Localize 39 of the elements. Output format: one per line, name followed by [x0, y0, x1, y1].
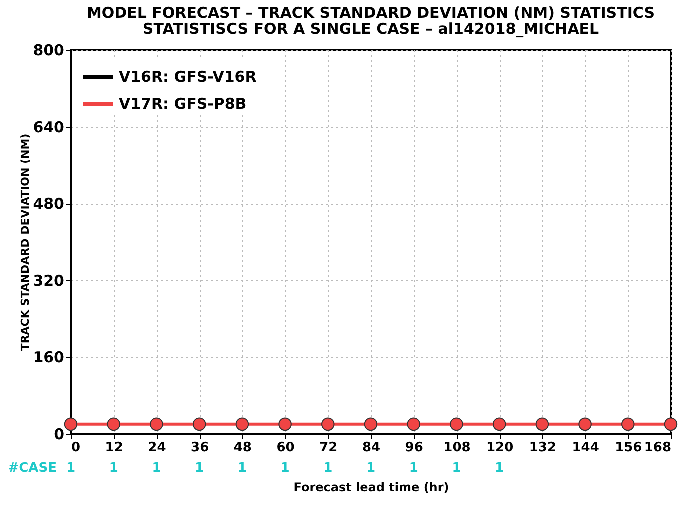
text: 1 — [495, 461, 504, 476]
legend-label: V17R: GFS-P8B — [119, 95, 247, 113]
text: 1 — [409, 461, 418, 476]
x-tick-label: 48 — [234, 440, 252, 456]
text: 1 — [280, 461, 290, 476]
x-tick-label: 132 — [529, 440, 556, 456]
x-tick-label: 168 — [644, 440, 672, 456]
y-tick-label: 320 — [33, 272, 64, 290]
y-tick-label: 0 — [54, 426, 64, 444]
text: 1 — [324, 461, 333, 476]
text: 1 — [109, 461, 118, 476]
y-axis-title: TRACK STANDARD DEVIATION (NM) — [19, 134, 32, 352]
y-tick-label: 800 — [33, 42, 64, 60]
y-tick-label: 480 — [33, 195, 64, 214]
x-tick-label: 144 — [572, 440, 600, 456]
x-axis-title: Forecast lead time (hr) — [294, 480, 450, 494]
text: 1 — [238, 461, 247, 476]
legend-label: V16R: GFS-V16R — [119, 68, 258, 86]
text: 1 — [66, 461, 76, 476]
x-tick-label: 12 — [105, 440, 124, 456]
x-tick-label: 72 — [320, 440, 338, 456]
text: 1 — [195, 461, 204, 476]
x-tick-label: 96 — [405, 440, 424, 456]
text: 1 — [452, 461, 462, 476]
x-tick-label: 0 — [72, 440, 81, 456]
x-tick-label: 60 — [276, 440, 295, 456]
x-tick-label: 36 — [191, 440, 210, 456]
y-tick-label: 160 — [33, 348, 64, 367]
y-tick-label: 640 — [33, 118, 64, 136]
x-tick-label: 156 — [615, 440, 642, 456]
text: 1 — [152, 461, 162, 476]
chart-title: MODEL FORECAST – TRACK STANDARD DEVIATION (NM) STATISTICS — [86, 4, 656, 22]
x-tick-label: 24 — [148, 440, 166, 456]
x-tick-label: 84 — [362, 440, 381, 456]
text: #CASE — [8, 461, 57, 476]
chart-subtitle: STATISTISCS FOR A SINGLE CASE – al142018_MICHAEL — [142, 20, 600, 38]
x-tick-label: 108 — [444, 440, 471, 456]
x-tick-label: 120 — [486, 440, 514, 456]
text: 1 — [366, 461, 376, 476]
